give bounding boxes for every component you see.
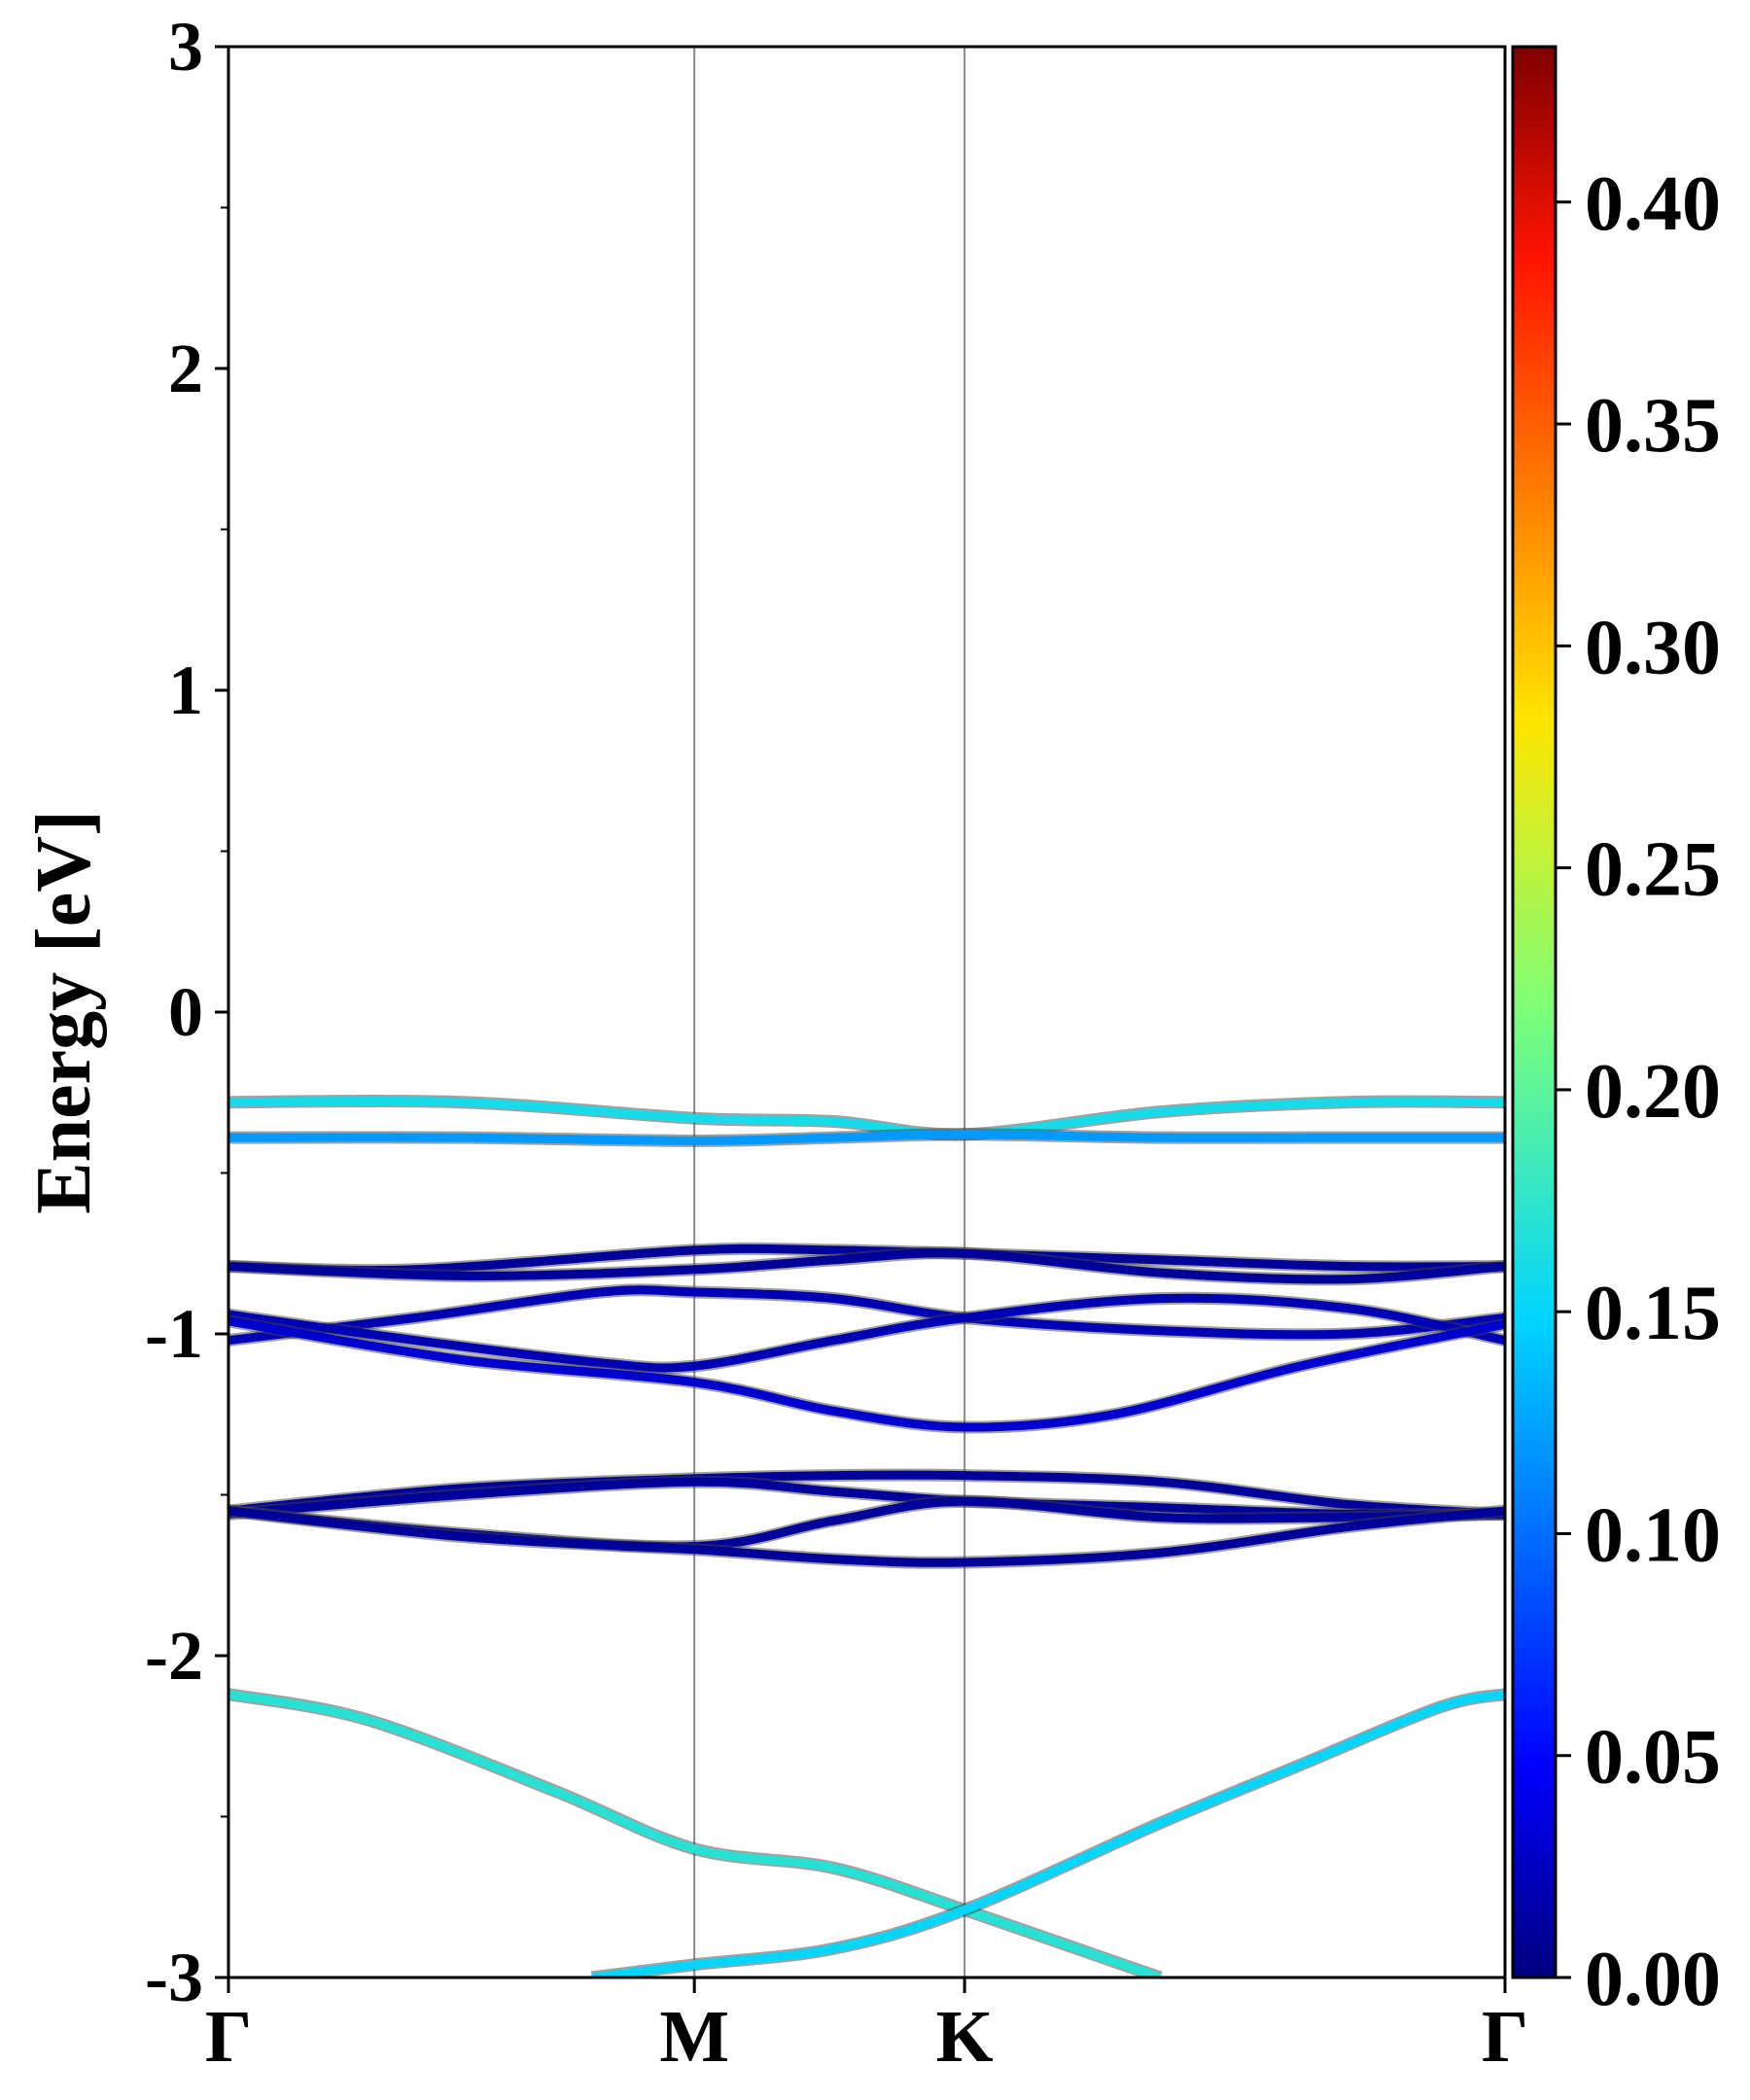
band-13 — [591, 1690, 1505, 1978]
plot-area: 3 2 1 0 -1 -2 -3 Energy [eV] Γ M K Γ — [21, 8, 1528, 2078]
band-5 — [228, 1285, 1505, 1346]
band-12 — [228, 1690, 1162, 1978]
k-point-label-0: Γ — [205, 1996, 252, 2078]
band-1 — [228, 1096, 1505, 1139]
colorbar-gradient — [1511, 45, 1558, 1979]
k-point-label-1: M — [659, 1996, 729, 2078]
band-6 — [228, 1293, 1505, 1373]
colorbar-tick-label-0: 0.00 — [1585, 1937, 1721, 2022]
colorbar-tick-label-6: 0.30 — [1585, 605, 1721, 690]
y-tick-label-0: 3 — [168, 8, 203, 86]
y-tick-label-3: 0 — [168, 973, 203, 1051]
k-point-label-3: Γ — [1482, 1996, 1528, 2078]
colorbar-tick-label-5: 0.25 — [1585, 827, 1721, 913]
y-tick-label-2: 1 — [168, 651, 203, 729]
y-tick-label-6: -3 — [145, 1939, 203, 2016]
band-2 — [228, 1130, 1505, 1145]
colorbar: 0.00 0.05 0.10 0.15 0.20 0.25 0.30 0.35 0.40 — [1511, 45, 1721, 2022]
y-tick-label-4: -1 — [145, 1295, 203, 1373]
k-point-label-2: K — [936, 1996, 994, 2078]
band-7 — [228, 1316, 1505, 1432]
colorbar-tick-label-1: 0.05 — [1585, 1715, 1721, 1801]
colorbar-tick-label-8: 0.40 — [1585, 161, 1721, 247]
y-axis-label: Energy [eV] — [21, 810, 107, 1213]
colorbar-tick-label-7: 0.35 — [1585, 383, 1721, 469]
colorbar-tick-label-2: 0.10 — [1585, 1492, 1721, 1578]
plot-frame — [227, 45, 1507, 1979]
y-tick-label-1: 2 — [168, 330, 203, 407]
y-tick-label-5: -2 — [145, 1617, 203, 1695]
band-4 — [228, 1248, 1505, 1284]
band-8 — [228, 1470, 1505, 1519]
bands — [228, 1094, 1505, 1978]
colorbar-tick-label-3: 0.15 — [1585, 1271, 1721, 1356]
colorbar-tick-label-4: 0.20 — [1585, 1049, 1721, 1135]
band-11 — [228, 1506, 1505, 1567]
